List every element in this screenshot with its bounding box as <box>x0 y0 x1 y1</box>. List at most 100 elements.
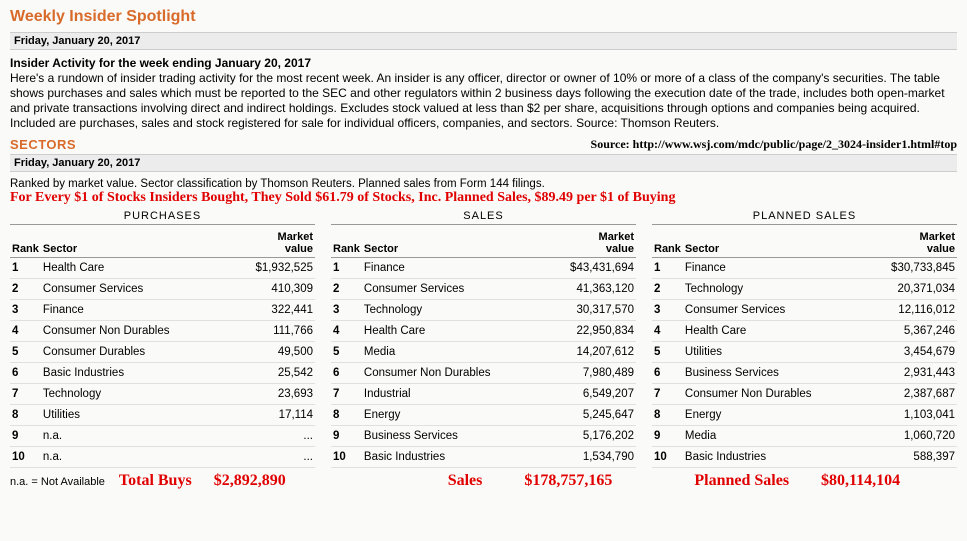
table-row: 10n.a.... <box>10 447 315 468</box>
cell-rank: 2 <box>10 279 41 300</box>
column-header: Rank <box>10 227 41 258</box>
column-header: Marketvalue <box>542 227 636 258</box>
table-row: 9n.a.... <box>10 426 315 447</box>
cell-sector: n.a. <box>41 447 227 468</box>
cell-value: 7,980,489 <box>542 363 636 384</box>
cell-value: $43,431,694 <box>542 258 636 279</box>
table-title: SALES <box>331 210 636 225</box>
table-row: 7Industrial6,549,207 <box>331 384 636 405</box>
activity-paragraph: Here's a rundown of insider trading acti… <box>10 71 957 131</box>
cell-rank: 9 <box>652 426 683 447</box>
cell-rank: 3 <box>331 300 362 321</box>
cell-sector: Consumer Non Durables <box>41 321 227 342</box>
cell-rank: 1 <box>10 258 41 279</box>
column-header: Sector <box>683 227 863 258</box>
cell-rank: 8 <box>652 405 683 426</box>
column-header: Sector <box>362 227 542 258</box>
column-header: Marketvalue <box>863 227 957 258</box>
table-row: 10Basic Industries1,534,790 <box>331 447 636 468</box>
cell-rank: 5 <box>652 342 683 363</box>
cell-sector: Basic Industries <box>683 447 863 468</box>
cell-rank: 6 <box>10 363 41 384</box>
cell-sector: Energy <box>362 405 542 426</box>
cell-sector: Media <box>683 426 863 447</box>
table-row: 2Consumer Services410,309 <box>10 279 315 300</box>
table-title: PURCHASES <box>10 210 315 225</box>
cell-sector: Consumer Services <box>683 300 863 321</box>
sectors-heading: SECTORS <box>10 137 76 152</box>
cell-value: $1,932,525 <box>227 258 315 279</box>
table-row: 5Media14,207,612 <box>331 342 636 363</box>
table-row: 4Health Care22,950,834 <box>331 321 636 342</box>
sector-table: RankSectorMarketvalue1Health Care$1,932,… <box>10 227 315 468</box>
na-note: n.a. = Not Available <box>10 476 105 488</box>
cell-sector: Health Care <box>362 321 542 342</box>
cell-sector: Utilities <box>41 405 227 426</box>
cell-sector: Utilities <box>683 342 863 363</box>
cell-sector: Basic Industries <box>362 447 542 468</box>
cell-rank: 10 <box>10 447 41 468</box>
cell-rank: 2 <box>652 279 683 300</box>
cell-sector: Health Care <box>683 321 863 342</box>
total-buys-label: Total Buys <box>119 472 192 490</box>
table-row: 1Finance$43,431,694 <box>331 258 636 279</box>
cell-sector: Finance <box>362 258 542 279</box>
cell-sector: Consumer Services <box>362 279 542 300</box>
cell-sector: Basic Industries <box>41 363 227 384</box>
table-block: SALESRankSectorMarketvalue1Finance$43,43… <box>331 210 636 468</box>
cell-rank: 1 <box>331 258 362 279</box>
table-row: 4Consumer Non Durables111,766 <box>10 321 315 342</box>
total-planned-label: Planned Sales <box>694 472 789 490</box>
table-row: 6Business Services2,931,443 <box>652 363 957 384</box>
cell-value: 17,114 <box>227 405 315 426</box>
cell-sector: Energy <box>683 405 863 426</box>
cell-value: 588,397 <box>863 447 957 468</box>
table-block: PLANNED SALESRankSectorMarketvalue1Finan… <box>652 210 957 468</box>
table-row: 2Technology20,371,034 <box>652 279 957 300</box>
table-row: 3Finance322,441 <box>10 300 315 321</box>
cell-rank: 8 <box>331 405 362 426</box>
cell-value: 30,317,570 <box>542 300 636 321</box>
cell-sector: Media <box>362 342 542 363</box>
cell-rank: 5 <box>10 342 41 363</box>
cell-sector: Technology <box>41 384 227 405</box>
cell-rank: 3 <box>652 300 683 321</box>
cell-value: 25,542 <box>227 363 315 384</box>
date-bar-1: Friday, January 20, 2017 <box>10 32 957 50</box>
cell-value: 1,534,790 <box>542 447 636 468</box>
cell-value: 5,176,202 <box>542 426 636 447</box>
table-block: PURCHASES RankSectorMarketvalue1Health Ca… <box>10 210 315 468</box>
table-row: 9Media1,060,720 <box>652 426 957 447</box>
cell-value: 49,500 <box>227 342 315 363</box>
cell-value: 2,931,443 <box>863 363 957 384</box>
cell-rank: 4 <box>331 321 362 342</box>
cell-rank: 7 <box>10 384 41 405</box>
total-sales-label: Sales <box>448 472 483 490</box>
cell-sector: Business Services <box>362 426 542 447</box>
cell-rank: 3 <box>10 300 41 321</box>
cell-rank: 4 <box>652 321 683 342</box>
table-row: 3Technology30,317,570 <box>331 300 636 321</box>
sector-table: RankSectorMarketvalue1Finance$43,431,694… <box>331 227 636 468</box>
cell-rank: 9 <box>331 426 362 447</box>
cell-rank: 8 <box>10 405 41 426</box>
table-row: 3Consumer Services12,116,012 <box>652 300 957 321</box>
cell-rank: 7 <box>331 384 362 405</box>
page-title: Weekly Insider Spotlight <box>10 8 957 26</box>
total-sales-value: $178,757,165 <box>524 472 612 490</box>
cell-sector: Technology <box>362 300 542 321</box>
table-row: 8Energy1,103,041 <box>652 405 957 426</box>
ranked-note: Ranked by market value. Sector classific… <box>10 178 957 190</box>
table-row: 8Energy5,245,647 <box>331 405 636 426</box>
table-row: 2Consumer Services41,363,120 <box>331 279 636 300</box>
cell-value: 5,245,647 <box>542 405 636 426</box>
cell-value: 1,060,720 <box>863 426 957 447</box>
table-row: 8Utilities17,114 <box>10 405 315 426</box>
cell-rank: 2 <box>331 279 362 300</box>
cell-value: 6,549,207 <box>542 384 636 405</box>
totals-footer: n.a. = Not Available Total Buys $2,892,8… <box>10 472 957 490</box>
ratio-callout: For Every $1 of Stocks Insiders Bought, … <box>10 190 957 206</box>
cell-value: 22,950,834 <box>542 321 636 342</box>
table-title: PLANNED SALES <box>652 210 957 225</box>
cell-rank: 7 <box>652 384 683 405</box>
